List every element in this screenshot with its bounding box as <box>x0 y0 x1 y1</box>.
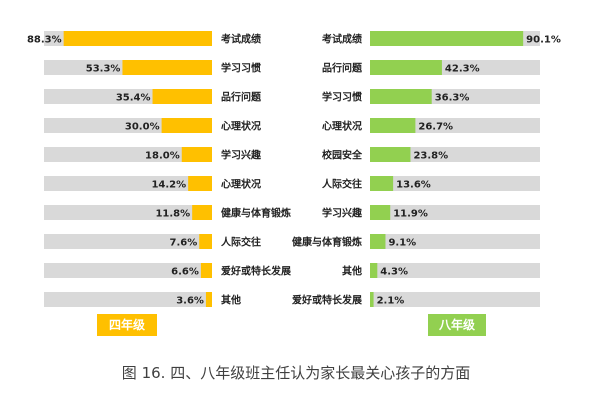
g8-value-label: 4.3% <box>380 267 408 278</box>
g4-value-label: 7.6% <box>169 238 197 249</box>
g4-category-label: 其他 <box>221 294 241 307</box>
g4-category-label: 爱好或特长发展 <box>221 265 291 278</box>
g4-bar <box>200 263 212 278</box>
legend-grade-8: 八年级 <box>428 314 486 336</box>
g4-category-label: 学习习惯 <box>221 62 261 75</box>
g8-category-label: 其他 <box>342 265 362 278</box>
g8-value-label: 90.1% <box>526 35 561 46</box>
g4-value-label: 11.8% <box>155 209 190 220</box>
g8-value-label: 11.9% <box>393 209 428 220</box>
g8-category-label: 人际交往 <box>322 178 362 191</box>
g4-bar <box>199 234 212 249</box>
g8-bar <box>370 263 378 278</box>
chart-area: 88.3% 考试成绩 53.3% 学习习惯 35.4% 品行问题 30.0% 心理状况 18.0… <box>27 31 561 307</box>
g4-value-label: 18.0% <box>145 151 180 162</box>
g8-category-label: 品行问题 <box>322 62 363 75</box>
g4-track <box>44 263 212 278</box>
g8-category-label: 健康与体育锻炼 <box>292 236 362 249</box>
g4-category-label: 健康与体育锻炼 <box>221 207 291 220</box>
g4-category-label: 人际交往 <box>221 236 261 249</box>
g8-value-label: 2.1% <box>377 296 405 307</box>
g8-bar <box>370 89 432 104</box>
g4-bar <box>188 176 212 191</box>
g8-value-label: 26.7% <box>418 122 453 133</box>
g4-value-label: 30.0% <box>125 122 160 133</box>
g8-track <box>370 176 540 191</box>
g4-value-label: 35.4% <box>116 93 151 104</box>
g4-bar <box>181 147 212 162</box>
g4-category-label: 学习兴趣 <box>221 149 262 162</box>
g8-value-label: 42.3% <box>445 64 480 75</box>
g8-value-label: 23.8% <box>413 151 448 162</box>
g4-bar <box>152 89 212 104</box>
g8-bar <box>370 234 386 249</box>
g8-bar <box>370 31 524 46</box>
g8-bar <box>370 147 411 162</box>
g8-track <box>370 147 540 162</box>
g8-bar <box>370 292 374 307</box>
g8-track <box>370 234 540 249</box>
g4-bar <box>122 60 212 75</box>
g8-category-label: 学习兴趣 <box>322 207 363 220</box>
g8-bar <box>370 118 416 133</box>
g8-category-label: 考试成绩 <box>322 33 362 46</box>
g8-track <box>370 292 540 307</box>
g8-category-label: 爱好或特长发展 <box>292 294 362 307</box>
g4-track <box>44 147 212 162</box>
g4-value-label: 53.3% <box>86 64 121 75</box>
g8-category-label: 学习习惯 <box>322 91 362 104</box>
g4-category-label: 品行问题 <box>221 91 262 104</box>
g4-track <box>44 176 212 191</box>
g4-category-label: 心理状况 <box>221 178 261 191</box>
g4-category-label: 心理状况 <box>221 120 261 133</box>
g4-value-label: 14.2% <box>151 180 186 191</box>
legend-grade-4: 四年级 <box>97 314 157 336</box>
g4-bar <box>205 292 212 307</box>
figure-caption: 图 16. 四、八年级班主任认为家长最关心孩子的方面 <box>121 364 471 382</box>
g4-bar <box>161 118 212 133</box>
g8-bar <box>370 60 442 75</box>
g4-bar <box>192 205 212 220</box>
g8-track <box>370 205 540 220</box>
g4-category-label: 考试成绩 <box>221 33 261 46</box>
g8-value-label: 9.1% <box>388 238 416 249</box>
g4-bar <box>63 31 212 46</box>
g4-value-label: 6.6% <box>171 267 199 278</box>
g8-category-label: 校园安全 <box>322 149 363 162</box>
g8-category-label: 心理状况 <box>322 120 362 133</box>
g8-value-label: 13.6% <box>396 180 431 191</box>
g4-track <box>44 205 212 220</box>
g8-bar <box>370 176 394 191</box>
g4-track <box>44 292 212 307</box>
g8-value-label: 36.3% <box>435 93 470 104</box>
g4-track <box>44 234 212 249</box>
g8-track <box>370 263 540 278</box>
g8-bar <box>370 205 391 220</box>
g4-value-label: 88.3% <box>27 35 62 46</box>
g4-value-label: 3.6% <box>176 296 204 307</box>
